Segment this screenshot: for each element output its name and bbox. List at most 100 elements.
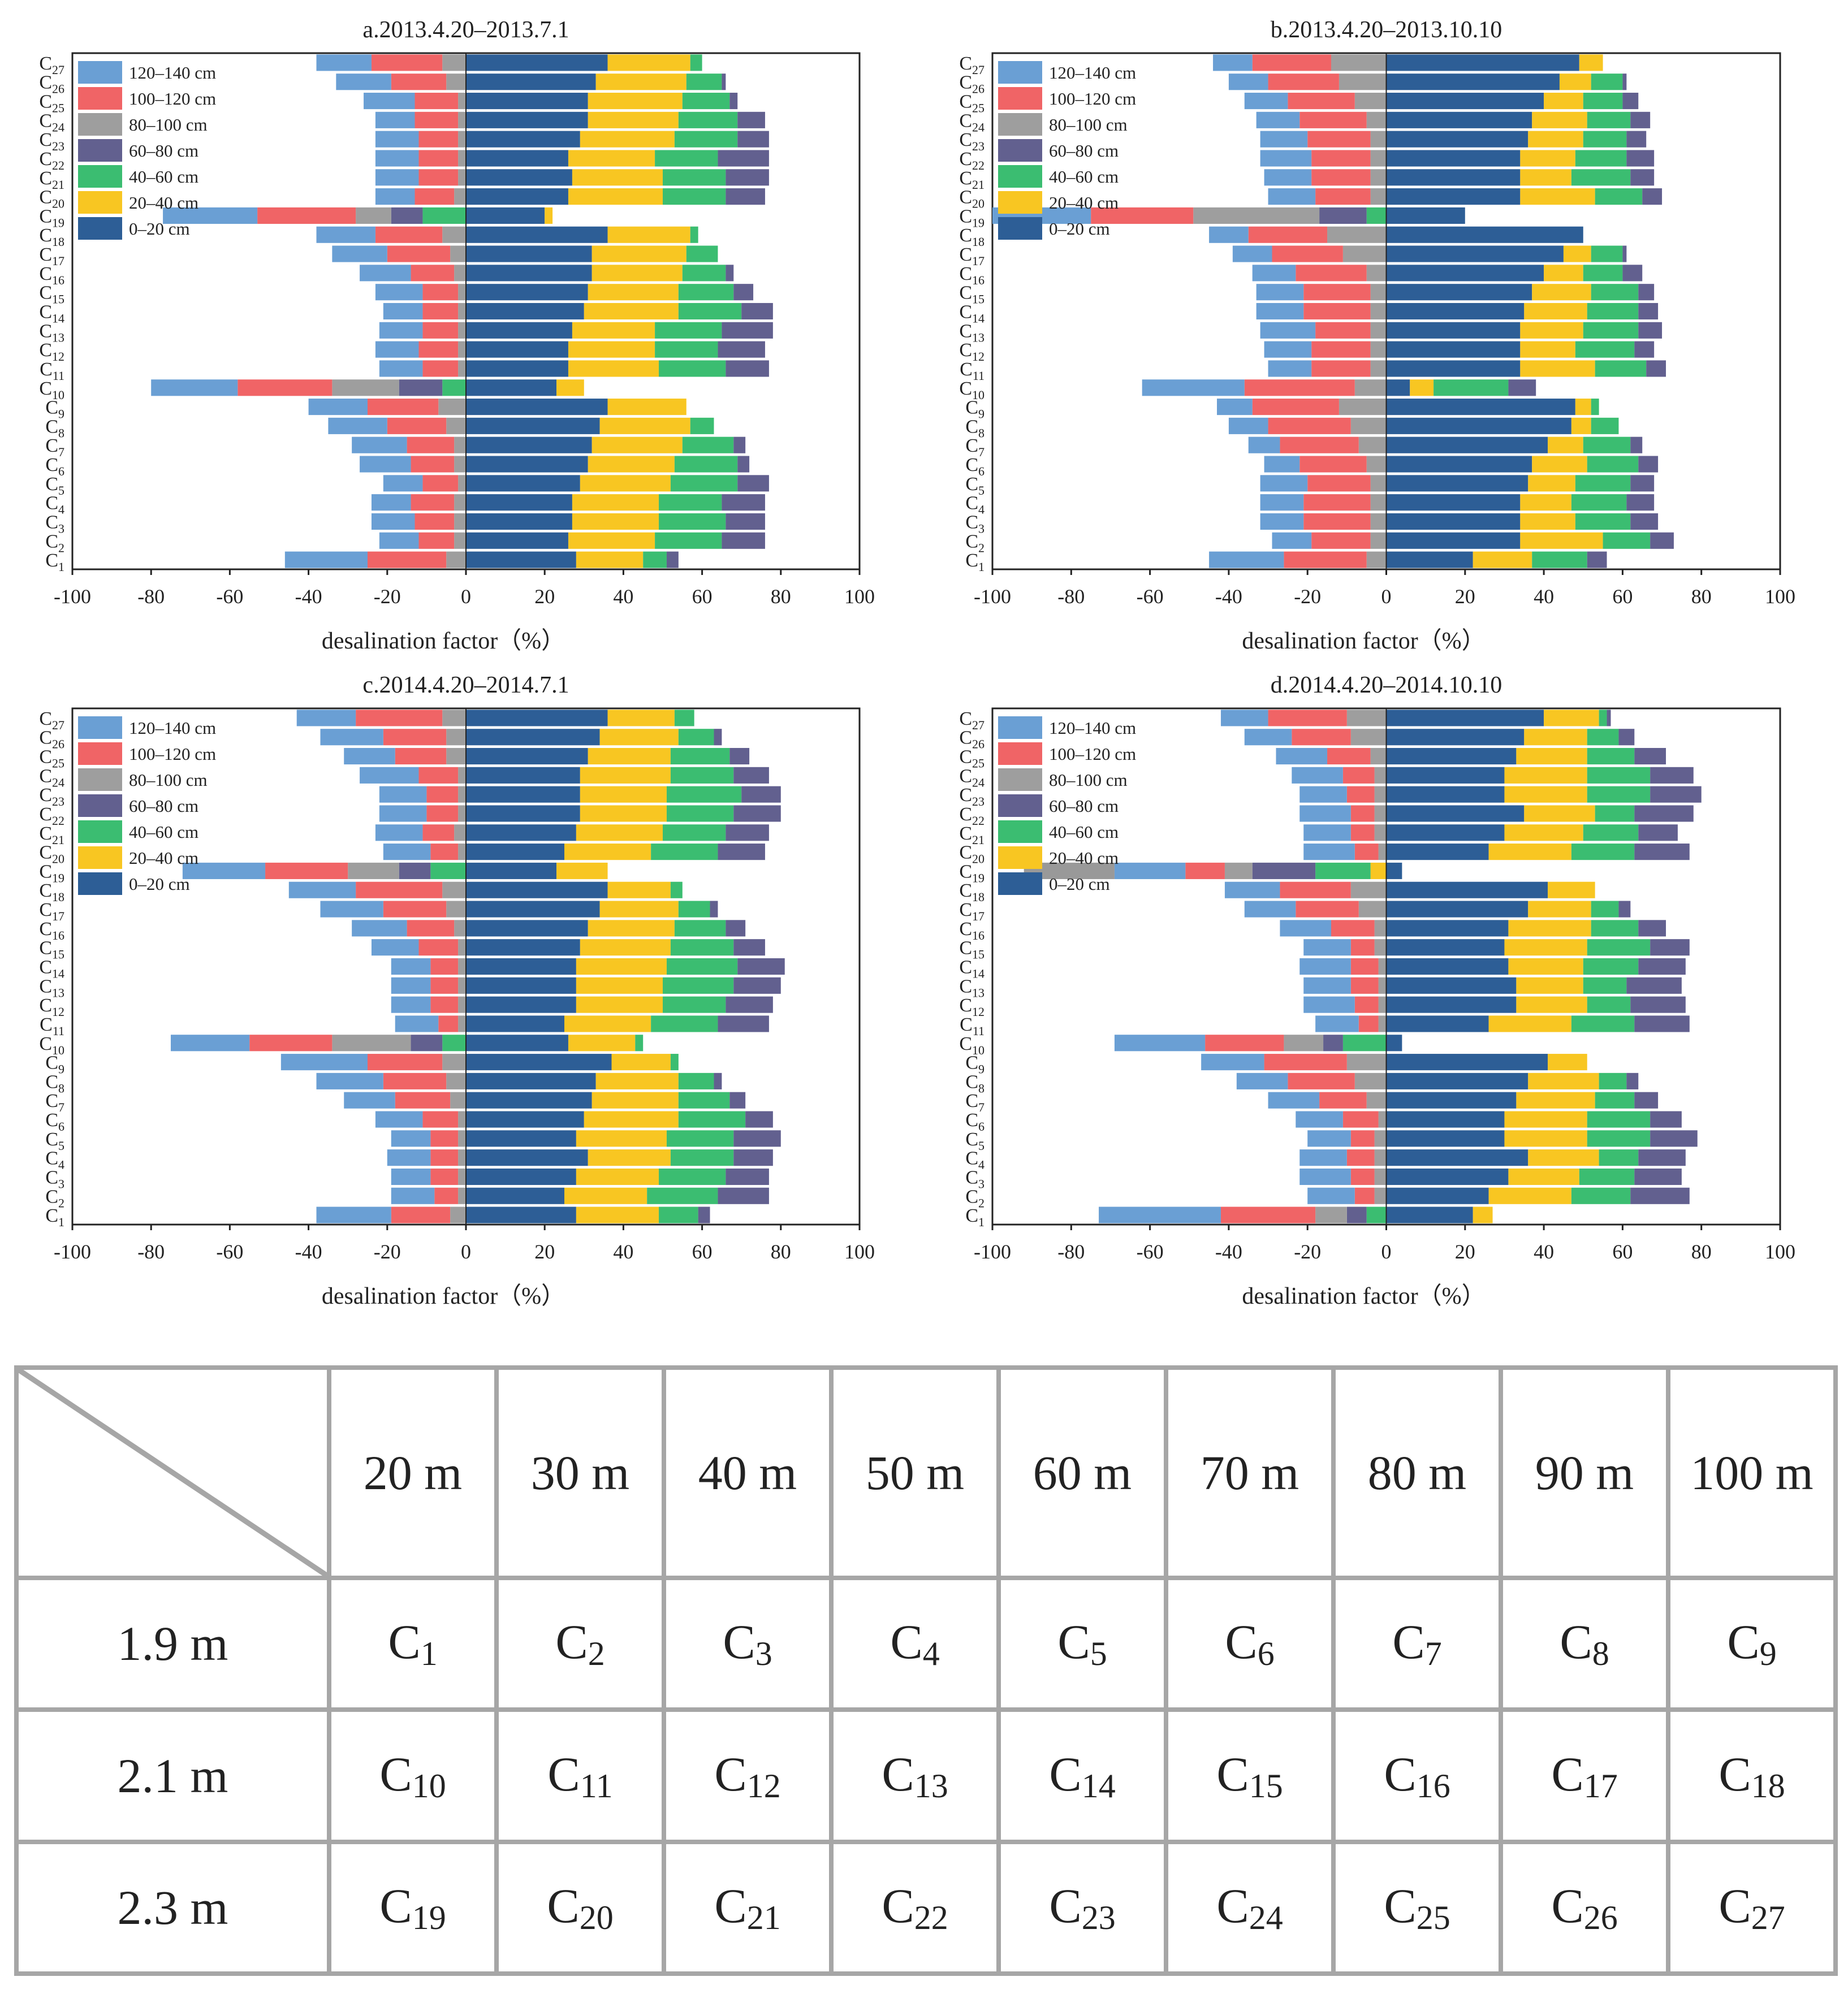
bar-segment [666,958,738,975]
bar-segment [1583,322,1639,339]
category-label: C18 [959,880,985,904]
bar-segment [1386,844,1489,860]
bar-segment [1378,996,1387,1013]
plot-code-subscript: 21 [746,1899,781,1937]
plot-code-subscript: 3 [755,1635,772,1673]
bar-segment [442,1054,466,1071]
bar-segment [580,939,671,956]
plot-code-cell: C10 [327,1707,499,1844]
charts-area: a.2013.4.20–2013.7.1C1C2C3C4C5C6C7C8C9C1… [39,17,1795,1309]
bar-segment [718,1187,769,1204]
table-row: 2.1 m C10 C11 C12 C13 C14 C15 C16 C17 C18 [14,1707,1838,1844]
legend-swatch [78,716,122,739]
bar-segment [430,862,466,879]
bar-segment [466,862,557,879]
bar-segment [1386,436,1548,453]
legend-swatch [78,165,122,188]
bar-segment [1358,901,1387,918]
bar-segment [1350,939,1375,956]
bar-segment [466,805,580,822]
bar-segment [1315,188,1371,205]
bar-segment [466,958,576,975]
legend-label: 100–120 cm [1049,89,1136,109]
bar-segment [1520,322,1583,339]
bar-segment [1386,1168,1509,1186]
bar-row-c26 [336,73,726,90]
bar-segment [588,456,675,473]
bar-segment [466,245,592,262]
plot-layout-table-wrap: 20 m 30 m 40 m 50 m 60 m 70 m 80 m 90 m 100 m 1.9… [14,1365,1838,1976]
bar-segment [466,1130,576,1147]
bar-segment [466,824,576,841]
bar-segment [1252,862,1316,879]
bar-segment [182,862,266,879]
bar-segment [1626,150,1655,167]
category-label: C14 [959,957,985,981]
bar-segment [430,1168,459,1186]
x-tick-label: -60 [216,585,243,608]
bar-segment [466,54,608,71]
bar-segment [466,1054,612,1071]
category-label: C23 [39,129,64,153]
category-label: C22 [39,804,64,828]
bar-segment [726,188,765,205]
bar-segment [1350,881,1387,898]
plot-code-letter: C [714,1879,747,1934]
category-label: C11 [960,1014,985,1038]
bar-segment [1374,786,1387,803]
bar-segment [458,169,466,186]
legend-swatch [998,820,1042,843]
bar-segment [1587,456,1639,473]
plot-code-letter: C [547,1879,580,1934]
bar-segment [458,302,466,320]
bar-segment [1342,1035,1387,1052]
bar-segment [320,901,383,918]
bar-segment [399,862,431,879]
x-tick-label: 0 [1381,585,1392,608]
legend: 120–140 cm 100–120 cm 80–100 cm 60–80 cm 40–… [998,61,1136,240]
bar-segment [714,1072,722,1089]
bar-segment [670,1054,679,1071]
bar-segment [1650,1130,1698,1147]
bar-segment [1370,494,1387,511]
bar-segment [1260,513,1304,530]
bar-segment [1386,302,1525,320]
category-label: C23 [959,129,985,153]
category-label: C7 [45,435,64,459]
bar-row-c21 [375,169,769,186]
category-label: C14 [959,302,985,326]
bar-segment [1224,862,1253,879]
column-header: 100 m [1666,1365,1838,1580]
bar-segment [670,939,734,956]
bar-segment [1386,360,1521,377]
bar-row-c17 [1232,245,1627,262]
bar-segment [344,747,395,765]
bar-segment [446,901,466,918]
legend-label: 40–60 cm [129,822,198,842]
bar-segment [1386,379,1410,396]
bar-segment [1232,245,1272,262]
x-tick-label: 60 [692,585,713,608]
bar-segment [678,1092,730,1109]
bar-segment [422,824,455,841]
bar-segment [643,551,667,568]
bar-segment [466,284,588,301]
bar-segment [466,322,572,339]
bar-row-c19 [182,862,608,879]
x-tick-label: -80 [1057,585,1085,608]
column-header: 50 m [829,1365,1001,1580]
bar-segment [1299,1149,1347,1166]
bar-segment [466,360,568,377]
bar-segment [375,169,419,186]
bar-segment [1508,379,1536,396]
bar-segment [591,1092,679,1109]
bar-segment [1268,417,1351,434]
bar-segment [564,1015,651,1032]
bar-segment [1292,729,1351,746]
plot-code-letter: C [1392,1615,1425,1669]
bar-segment [1532,551,1587,568]
bar-segment [383,1072,447,1089]
bar-segment [584,302,679,320]
bar-segment [454,188,466,205]
legend-label: 40–60 cm [129,167,198,187]
